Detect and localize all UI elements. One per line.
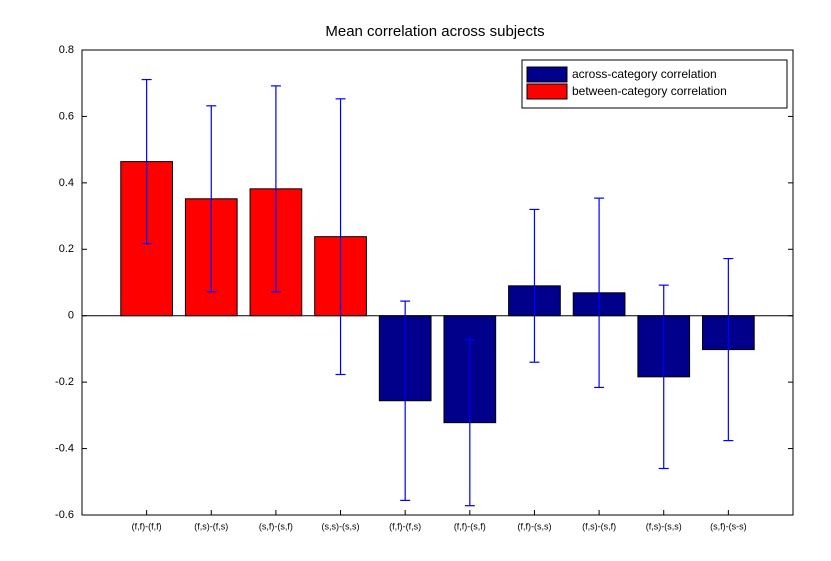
- error-bar: [529, 208, 540, 363]
- y-tick-label: 0.8: [59, 44, 74, 56]
- x-tick-label: (f,f)-(s,s): [517, 521, 551, 531]
- legend-swatch: [526, 83, 568, 100]
- x-tick-label: (s,f)-(s-s): [710, 521, 746, 531]
- x-tick-label: (f,s)-(f,s): [194, 521, 228, 531]
- x-tick-label: (s,f)-(s,f): [259, 521, 293, 531]
- x-tick-label: (f,f)-(f,s): [389, 521, 421, 531]
- legend-label: between-category correlation: [572, 84, 727, 98]
- error-bar: [400, 300, 411, 501]
- x-tick-label: (s,s)-(s,s): [322, 521, 360, 531]
- error-bar: [206, 105, 217, 293]
- y-tick-label: 0: [68, 310, 74, 322]
- y-tick-label: -0.4: [55, 442, 74, 454]
- legend-label: across-category correlation: [572, 67, 717, 81]
- error-bar: [464, 339, 475, 507]
- error-bar: [141, 78, 152, 245]
- y-tick-label: 0.6: [59, 110, 74, 122]
- x-tick-label: (f,s)-(s,f): [582, 521, 616, 531]
- error-bar: [335, 98, 346, 376]
- x-tick-label: (f,s)-(s,s): [646, 521, 682, 531]
- error-bar: [723, 257, 734, 442]
- plot-frame: [81, 49, 794, 516]
- error-bar: [270, 85, 281, 293]
- y-tick-label: 0.2: [59, 243, 74, 255]
- y-tick-label: 0.4: [59, 177, 74, 189]
- y-tick-label: -0.6: [55, 509, 74, 521]
- chart-title: Mean correlation across subjects: [325, 23, 544, 40]
- legend-swatch: [526, 66, 568, 83]
- x-tick-label: (f,f)-(f,f): [132, 521, 162, 531]
- y-tick-label: -0.2: [55, 376, 74, 388]
- error-bar: [594, 197, 605, 389]
- x-tick-label: (f,f)-(s,f): [454, 521, 486, 531]
